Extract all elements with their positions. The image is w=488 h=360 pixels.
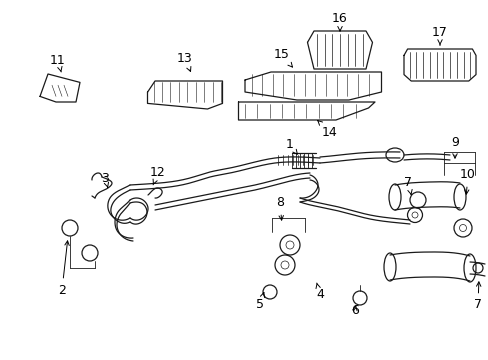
Text: 5: 5 [256,293,264,311]
Text: 15: 15 [273,49,292,67]
Text: 2: 2 [58,241,69,297]
Text: 12: 12 [150,166,165,185]
Text: 8: 8 [275,197,284,220]
Text: 1: 1 [285,139,297,154]
Text: 7: 7 [473,282,481,311]
Text: 3: 3 [101,171,109,188]
Text: 7: 7 [403,175,411,194]
Text: 6: 6 [350,303,358,316]
Text: 9: 9 [450,136,458,158]
Text: 10: 10 [459,168,475,194]
Text: 4: 4 [315,283,323,302]
Text: 11: 11 [50,54,66,72]
Text: 13: 13 [177,51,192,71]
Text: 14: 14 [317,121,337,139]
Text: 17: 17 [431,27,447,45]
Text: 16: 16 [331,12,347,31]
